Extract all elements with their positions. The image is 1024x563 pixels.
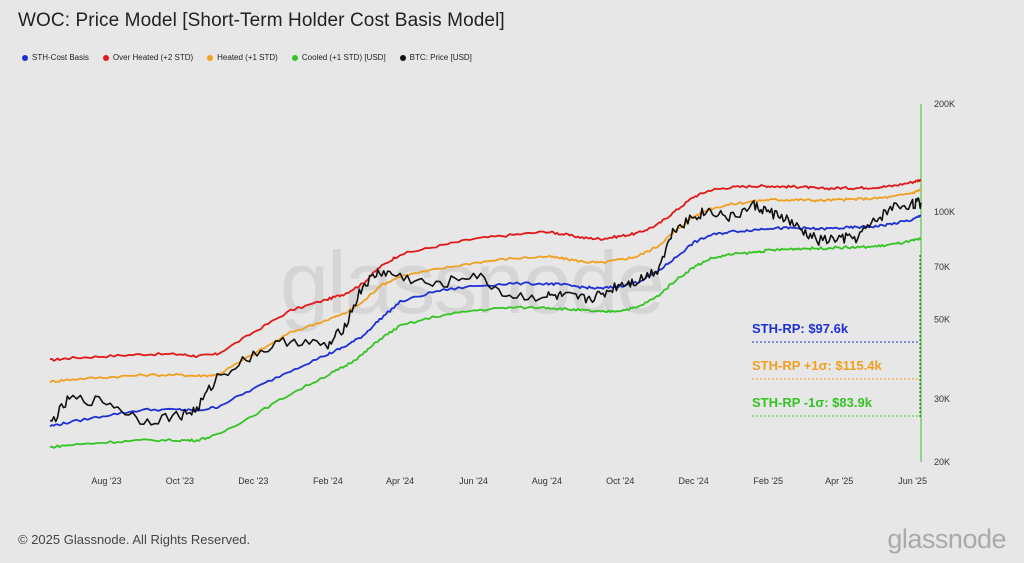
legend-dot-icon <box>102 54 109 61</box>
annotation-label: STH-RP: $97.6k <box>752 321 849 336</box>
x-tick-label: Jun '24 <box>459 476 488 486</box>
x-tick-label: Apr '25 <box>825 476 853 486</box>
legend-label: Heated (+1 STD) <box>217 53 278 62</box>
annotation-label: STH-RP -1σ: $83.9k <box>752 395 873 410</box>
legend-item-heated[interactable]: Heated (+1 STD) <box>207 53 278 62</box>
y-tick-label: 30K <box>934 394 950 404</box>
copyright-footer: © 2025 Glassnode. All Rights Reserved. <box>18 532 251 547</box>
x-tick-label: Aug '23 <box>91 476 121 486</box>
series-line-cooled-1-std-usd <box>49 237 922 449</box>
legend-label: BTC: Price [USD] <box>409 53 472 62</box>
y-tick-label: 100K <box>934 207 955 217</box>
legend-item-over-heated[interactable]: Over Heated (+2 STD) <box>102 53 194 62</box>
legend-item-cooled[interactable]: Cooled (+1 STD) [USD] <box>291 53 386 62</box>
x-tick-label: Dec '23 <box>238 476 268 486</box>
series-line-heated-1-std <box>49 188 922 384</box>
legend-dot-icon <box>291 54 298 61</box>
y-tick-label: 200K <box>934 99 955 109</box>
legend-label: STH-Cost Basis <box>32 53 89 62</box>
x-tick-label: Feb '24 <box>313 476 343 486</box>
legend-dot-icon <box>22 54 28 61</box>
y-tick-label: 70K <box>934 262 950 272</box>
brand-logo: glassnode <box>887 524 1006 554</box>
x-tick-label: Oct '23 <box>166 476 194 486</box>
y-tick-label: 50K <box>934 315 950 325</box>
annotation-label: STH-RP +1σ: $115.4k <box>752 358 882 373</box>
series-line-btc-price-usd <box>49 197 922 426</box>
legend: STH-Cost Basis Over Heated (+2 STD) Heat… <box>22 53 472 62</box>
x-tick-label: Dec '24 <box>679 476 709 486</box>
x-tick-label: Jun '25 <box>898 476 927 486</box>
x-tick-label: Oct '24 <box>606 476 634 486</box>
legend-label: Over Heated (+2 STD) <box>112 53 194 62</box>
legend-dot-icon <box>207 54 214 61</box>
chart-title: WOC: Price Model [Short-Term Holder Cost… <box>18 10 505 31</box>
legend-item-btc-price[interactable]: BTC: Price [USD] <box>399 53 472 62</box>
legend-item-sth-cost-basis[interactable]: STH-Cost Basis <box>22 53 89 62</box>
series-line-sth-cost-basis <box>49 214 922 428</box>
x-tick-label: Apr '24 <box>386 476 414 486</box>
x-tick-label: Aug '24 <box>532 476 562 486</box>
series-line-over-heated-2-std <box>49 178 922 362</box>
x-tick-label: Feb '25 <box>753 476 783 486</box>
legend-label: Cooled (+1 STD) [USD] <box>301 53 386 62</box>
legend-dot-icon <box>399 54 406 61</box>
y-tick-label: 20K <box>934 457 950 467</box>
